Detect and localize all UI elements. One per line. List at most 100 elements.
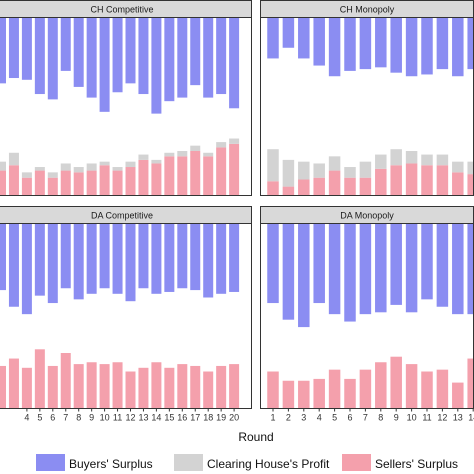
bar-buyers-surplus — [421, 224, 433, 300]
x-tick-label: 6 — [347, 413, 352, 423]
bar-sellers-surplus — [267, 371, 279, 408]
x-tick-label: 2 — [286, 413, 291, 423]
x-tick-label: 10 — [407, 413, 417, 423]
bar-sellers-surplus — [405, 364, 418, 408]
legend-swatch — [342, 454, 371, 471]
bar-sellers-surplus — [8, 165, 19, 195]
bar-clearing-house-profit — [177, 151, 188, 157]
x-tick-label: 12 — [437, 413, 447, 423]
legend-label: Clearing House's Profit — [207, 457, 330, 471]
panel-2: CH Monopoly — [260, 0, 474, 196]
bar-buyers-surplus — [229, 18, 240, 109]
x-tick-label: 4 — [24, 413, 29, 423]
bar-buyers-surplus — [375, 224, 387, 313]
bar-clearing-house-profit — [282, 159, 295, 187]
bar-clearing-house-profit — [313, 163, 325, 178]
x-tick-label: 15 — [164, 413, 174, 423]
x-axis-title: Round — [238, 430, 273, 444]
bar-sellers-surplus — [21, 177, 32, 195]
bar-buyers-surplus — [405, 18, 418, 77]
bar-sellers-surplus — [34, 349, 45, 408]
bar-buyers-surplus — [344, 224, 356, 322]
bar-buyers-surplus — [421, 18, 433, 75]
bar-sellers-surplus — [216, 365, 227, 408]
bar-sellers-surplus — [375, 362, 387, 408]
x-tick-label: 3 — [301, 413, 306, 423]
bar-sellers-surplus — [0, 365, 6, 408]
bar-clearing-house-profit — [151, 159, 162, 164]
bar-buyers-surplus — [151, 224, 162, 294]
bar-sellers-surplus — [421, 371, 433, 408]
x-tick-label: 14 — [151, 413, 161, 423]
bar-clearing-house-profit — [452, 161, 464, 173]
bar-buyers-surplus — [282, 224, 295, 320]
bar-sellers-surplus — [112, 362, 123, 408]
bar-sellers-surplus — [99, 165, 110, 195]
legend-label: Buyers' Surplus — [69, 457, 153, 471]
bar-buyers-surplus — [375, 18, 387, 68]
bar-clearing-house-profit — [405, 151, 418, 164]
bar-buyers-surplus — [99, 224, 110, 289]
x-tick-label: 14 — [468, 413, 474, 423]
x-tick-label: 13 — [138, 413, 148, 423]
bar-buyers-surplus — [164, 224, 175, 292]
panel-title: DA Competitive — [91, 211, 153, 221]
bar-sellers-surplus — [177, 364, 188, 408]
bar-sellers-surplus — [375, 168, 387, 195]
bar-buyers-surplus — [216, 18, 227, 95]
bar-clearing-house-profit — [421, 154, 433, 166]
bar-buyers-surplus — [21, 224, 32, 315]
bar-clearing-house-profit — [138, 154, 149, 160]
bar-buyers-surplus — [60, 18, 71, 71]
x-tick-label: 9 — [394, 413, 399, 423]
bar-buyers-surplus — [47, 18, 58, 100]
bar-sellers-surplus — [112, 170, 123, 195]
panel-4: DA Monopoly1234567891011121314 — [260, 206, 474, 423]
bar-clearing-house-profit — [359, 161, 372, 178]
bars — [0, 224, 240, 408]
bar-sellers-surplus — [60, 170, 71, 195]
bar-buyers-surplus — [359, 18, 372, 70]
x-tick-label: 12 — [125, 413, 135, 423]
legend-item: Clearing House's Profit — [174, 454, 330, 471]
bars — [267, 18, 473, 195]
bar-buyers-surplus — [452, 18, 464, 77]
bar-sellers-surplus — [405, 163, 418, 195]
bar-sellers-surplus — [164, 156, 175, 195]
bar-buyers-surplus — [229, 224, 240, 292]
bar-sellers-surplus — [47, 365, 58, 408]
panel-3: DA Competitive 4 5 6 7 8 9 10 11 12 13 14 15 16 17 18 19… — [0, 206, 252, 423]
bar-buyers-surplus — [203, 224, 214, 298]
bar-clearing-house-profit — [21, 172, 32, 178]
bar-buyers-surplus — [86, 18, 97, 98]
bar-sellers-surplus — [21, 367, 32, 408]
bar-sellers-surplus — [229, 364, 240, 408]
bar-buyers-surplus — [359, 224, 372, 315]
bar-buyers-surplus — [190, 224, 201, 291]
bar-sellers-surplus — [452, 382, 464, 408]
panel-1: CH Competitive — [0, 0, 252, 196]
bar-buyers-surplus — [34, 224, 45, 296]
bar-buyers-surplus — [34, 18, 45, 95]
bar-clearing-house-profit — [60, 163, 71, 171]
legend: Buyers' Surplus Clearing House's Profit Se… — [36, 454, 458, 471]
bar-clearing-house-profit — [0, 161, 6, 171]
bar-buyers-surplus — [60, 224, 71, 289]
bar-sellers-surplus — [436, 369, 449, 408]
bar-sellers-surplus — [229, 143, 240, 195]
panel-title: DA Monopoly — [340, 211, 394, 221]
bar-sellers-surplus — [390, 165, 402, 195]
panel-title: CH Monopoly — [340, 5, 395, 15]
bar-sellers-surplus — [282, 186, 295, 195]
bar-buyers-surplus — [8, 18, 19, 79]
bar-buyers-surplus — [112, 224, 123, 294]
x-tick-label: 8 — [76, 413, 81, 423]
x-tick-label: 11 — [422, 413, 431, 423]
x-tick-label: 8 — [378, 413, 383, 423]
bar-buyers-surplus — [405, 224, 418, 313]
x-tick-label: 6 — [50, 413, 55, 423]
bar-sellers-surplus — [452, 172, 464, 195]
legend-item: Sellers' Surplus — [342, 454, 458, 471]
bar-buyers-surplus — [112, 18, 123, 93]
bar-buyers-surplus — [328, 224, 341, 315]
